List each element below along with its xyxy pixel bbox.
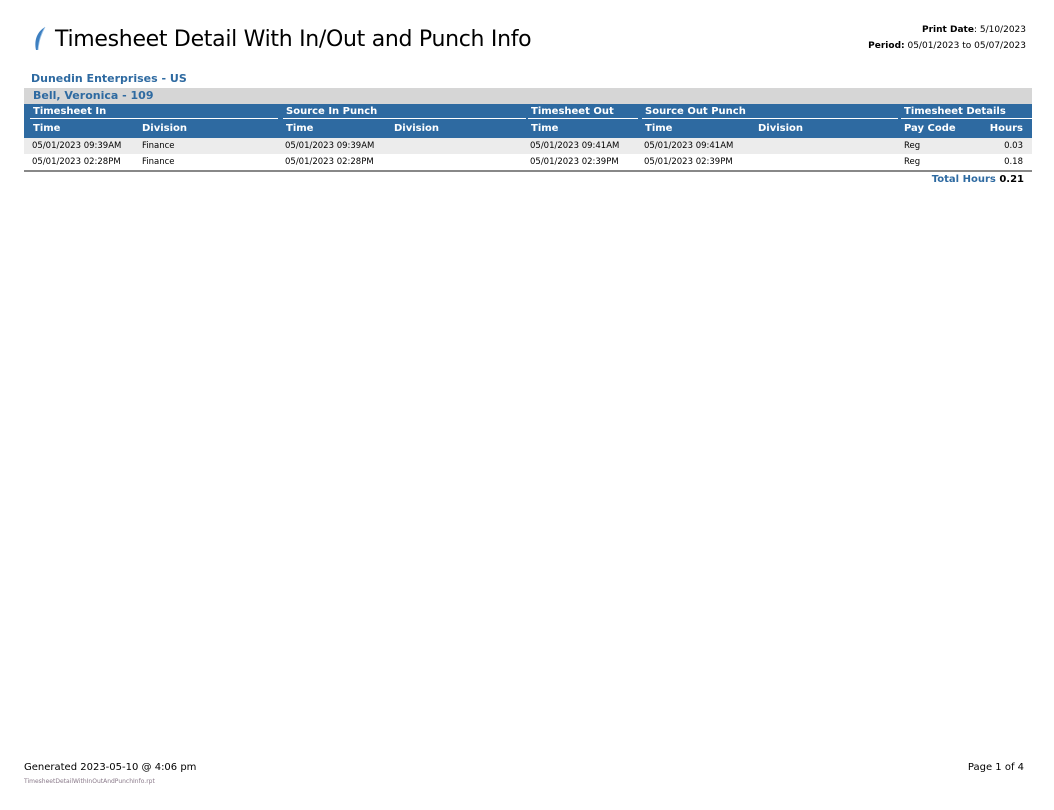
ts-out-time: 05/01/2023 09:41AM — [530, 141, 620, 151]
src-out-time: 05/01/2023 09:41AM — [644, 141, 734, 151]
total-hours: Total Hours 0.21 — [931, 174, 1024, 185]
col-division: Division — [142, 123, 188, 134]
ts-in-division: Finance — [142, 141, 175, 151]
src-in-time: 05/01/2023 09:39AM — [285, 141, 375, 151]
report-filename: TimesheetDetailWithInOutAndPunchInfo.rpt — [24, 778, 155, 785]
col-time: Time — [33, 123, 61, 134]
ts-out-time: 05/01/2023 02:39PM — [530, 157, 619, 167]
ts-in-time: 05/01/2023 02:28PM — [32, 157, 121, 167]
group-timesheet-in: Timesheet In — [30, 106, 278, 119]
group-source-in-punch: Source In Punch — [283, 106, 526, 119]
company-name: Dunedin Enterprises - US — [31, 72, 187, 85]
col-time: Time — [531, 123, 559, 134]
group-timesheet-out: Timesheet Out — [528, 106, 638, 119]
ts-in-division: Finance — [142, 157, 175, 167]
pay-code: Reg — [904, 157, 921, 167]
table-row: 05/01/2023 02:28PM Finance 05/01/2023 02… — [24, 154, 1032, 170]
employee-band: Bell, Veronica - 109 — [24, 88, 1032, 104]
ts-in-time: 05/01/2023 09:39AM — [32, 141, 122, 151]
table-end-divider — [24, 170, 1032, 172]
employee-name: Bell, Veronica - 109 — [33, 89, 154, 102]
pay-code: Reg — [904, 141, 921, 151]
col-time: Time — [286, 123, 314, 134]
generated-timestamp: Generated 2023-05-10 @ 4:06 pm — [24, 762, 197, 773]
report-title: Timesheet Detail With In/Out and Punch I… — [55, 27, 532, 52]
group-timesheet-details: Timesheet Details — [901, 106, 1032, 119]
hours: 0.18 — [1004, 157, 1023, 167]
feather-logo-icon — [35, 26, 46, 51]
src-out-time: 05/01/2023 02:39PM — [644, 157, 733, 167]
src-in-time: 05/01/2023 02:28PM — [285, 157, 374, 167]
col-division: Division — [758, 123, 804, 134]
col-division: Division — [394, 123, 440, 134]
table-header: Timesheet In Source In Punch Timesheet O… — [24, 104, 1032, 138]
col-time: Time — [645, 123, 673, 134]
col-pay-code: Pay Code — [904, 123, 956, 134]
page-number: Page 1 of 4 — [967, 762, 1024, 773]
group-source-out-punch: Source Out Punch — [642, 106, 898, 119]
print-date: Print Date: 5/10/2023 — [922, 25, 1026, 35]
table-row: 05/01/2023 09:39AM Finance 05/01/2023 09… — [24, 138, 1032, 154]
period: Period: 05/01/2023 to 05/07/2023 — [868, 41, 1026, 51]
hours: 0.03 — [1004, 141, 1023, 151]
col-hours: Hours — [989, 123, 1023, 134]
